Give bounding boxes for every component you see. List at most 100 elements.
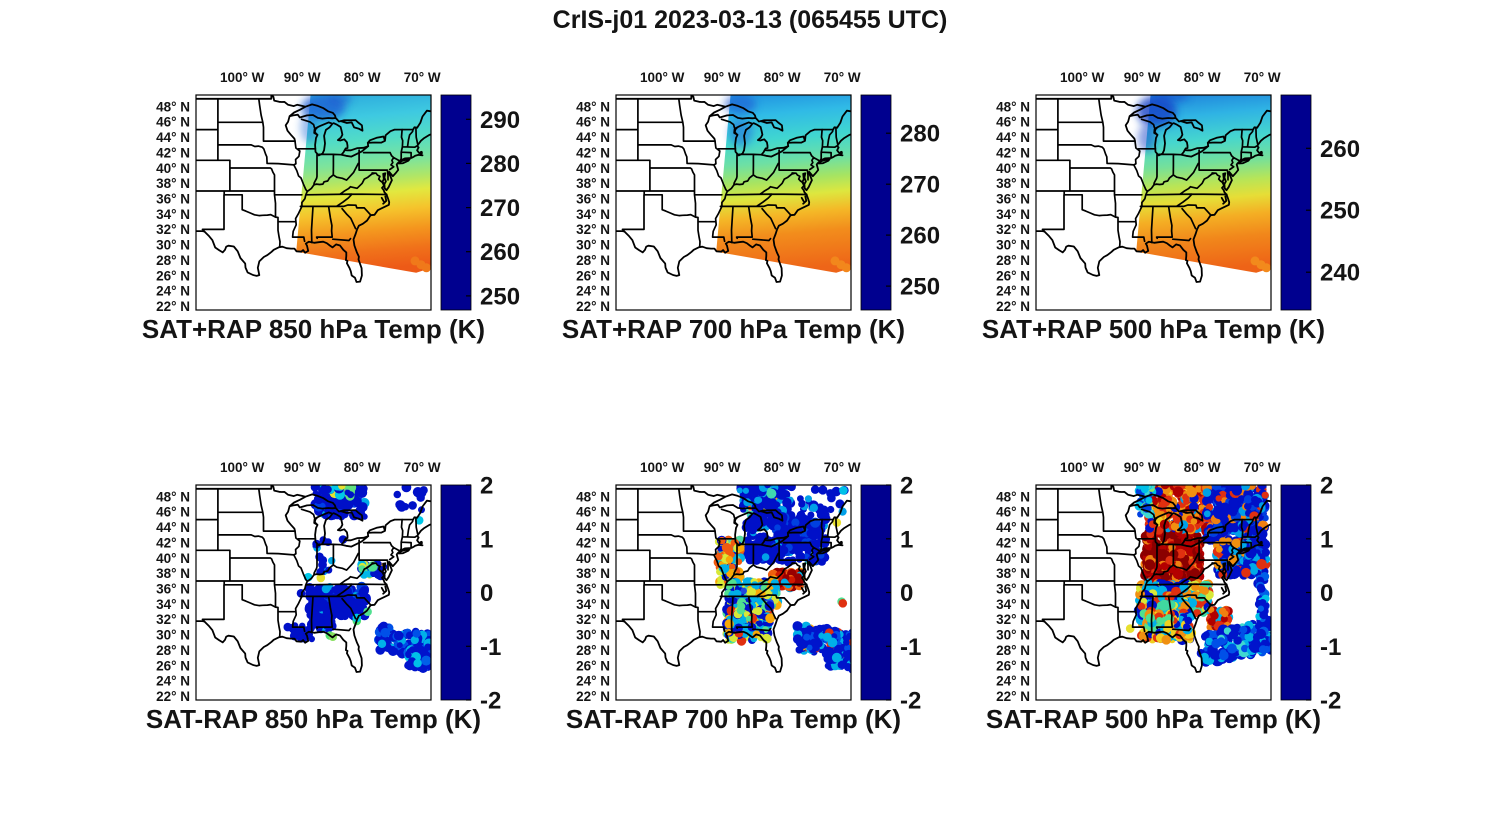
lat-tick-label: 40° N: [156, 161, 190, 176]
lat-tick-label: 28° N: [996, 643, 1030, 658]
map-outline-layer: [1036, 485, 1271, 673]
lat-tick-label: 22° N: [156, 299, 190, 314]
lat-tick-label: 44° N: [576, 520, 610, 535]
lat-tick-label: 26° N: [996, 268, 1030, 283]
colorbar-tick-label: -2: [480, 688, 501, 715]
colorbar-tick-label: 0: [480, 580, 493, 607]
lon-tick-label: 80° W: [344, 460, 381, 475]
lat-tick-label: 36° N: [156, 192, 190, 207]
lat-tick-label: 28° N: [156, 253, 190, 268]
lat-tick-label: 42° N: [156, 535, 190, 550]
lat-tick-label: 48° N: [156, 489, 190, 504]
data-layer: [716, 95, 851, 273]
lat-tick-label: 34° N: [576, 597, 610, 612]
colorbar-tick-label: 260: [480, 239, 520, 266]
lat-tick-label: 26° N: [156, 658, 190, 673]
lat-tick-label: 34° N: [156, 597, 190, 612]
lat-tick-label: 26° N: [156, 268, 190, 283]
lat-tick-label: 46° N: [156, 505, 190, 520]
lat-tick-label: 48° N: [996, 489, 1030, 504]
panel-title: SAT-RAP 700 hPa Temp (K): [566, 704, 901, 734]
lat-tick-label: 44° N: [156, 130, 190, 145]
lat-tick-label: 22° N: [996, 689, 1030, 704]
lat-tick-label: 38° N: [996, 176, 1030, 191]
colorbar: 290 280 270 260 250: [440, 94, 520, 311]
lon-tick-label: 90° W: [1124, 460, 1161, 475]
data-layer: [1136, 95, 1271, 273]
lon-tick-label: 100° W: [1060, 70, 1105, 85]
lat-tick-label: 40° N: [996, 551, 1030, 566]
map-outline-layer: [196, 485, 431, 673]
lat-tick-label: 34° N: [996, 597, 1030, 612]
panel-sat-plus-rap-850: 100° W 90° W 80° W 70° W 48° N 46° N 44° N 42° …: [126, 60, 546, 360]
lat-tick-label: 36° N: [996, 582, 1030, 597]
colorbar-tick-label: 0: [1320, 580, 1333, 607]
axes-frame: [195, 94, 432, 311]
lat-tick-label: 38° N: [996, 566, 1030, 581]
map-plot-sat-minus-rap-500: 100° W 90° W 80° W 70° W 48° N46° N44° N42° …: [986, 460, 1341, 734]
colorbar-tick-label: -1: [1320, 634, 1341, 661]
colorbar-gradient: [440, 94, 472, 311]
lon-tick-label: 90° W: [704, 460, 741, 475]
panel-sat-minus-rap-500: 100° W 90° W 80° W 70° W 48° N 46° N 44° N 42° …: [966, 450, 1386, 750]
colorbar-tick-label: -1: [480, 634, 501, 661]
data-layer: [296, 95, 431, 273]
colorbar-tick-label: 1: [1320, 526, 1333, 553]
lat-tick-label: 34° N: [996, 207, 1030, 222]
lat-tick-label: 28° N: [576, 643, 610, 658]
colorbar: 260 250 240: [1280, 94, 1360, 311]
lon-tick-label: 70° W: [404, 70, 441, 85]
lat-tick-label: 42° N: [576, 535, 610, 550]
panel-sat-minus-rap-850: 100° W 90° W 80° W 70° W 48° N 46° N 44° N 42° …: [126, 450, 546, 750]
lat-tick-label: 42° N: [576, 145, 610, 160]
lat-tick-label: 44° N: [576, 130, 610, 145]
lon-tick-label: 90° W: [704, 70, 741, 85]
lat-tick-label: 48° N: [156, 99, 190, 114]
lat-tick-label: 22° N: [996, 299, 1030, 314]
lat-tick-label: 48° N: [576, 489, 610, 504]
lat-tick-label: 34° N: [576, 207, 610, 222]
lon-tick-label: 80° W: [764, 70, 801, 85]
colorbar-tick-label: 270: [900, 172, 940, 199]
figure-title: CrIS-j01 2023-03-13 (065455 UTC): [552, 6, 948, 34]
colorbar: 280 270 260 250: [860, 94, 940, 311]
panel-title: SAT+RAP 700 hPa Temp (K): [562, 314, 905, 344]
colorbar-tick-label: 280: [900, 121, 940, 148]
lat-tick-label: 32° N: [996, 222, 1030, 237]
colorbar-gradient: [1280, 94, 1312, 311]
lat-tick-label: 26° N: [576, 268, 610, 283]
lat-tick-label: 36° N: [576, 192, 610, 207]
lat-tick-label: 42° N: [996, 535, 1030, 550]
lat-tick-label: 30° N: [156, 628, 190, 643]
panel-title: SAT+RAP 850 hPa Temp (K): [142, 314, 485, 344]
lat-tick-label: 48° N: [996, 99, 1030, 114]
lat-tick-label: 40° N: [576, 551, 610, 566]
lat-tick-label: 36° N: [996, 192, 1030, 207]
colorbar-tick-label: 270: [480, 195, 520, 222]
panel-title: SAT-RAP 850 hPa Temp (K): [146, 704, 481, 734]
colorbar-tick-label: 250: [1320, 198, 1360, 225]
lat-tick-label: 24° N: [996, 284, 1030, 299]
lat-tick-label: 40° N: [156, 551, 190, 566]
lon-tick-label: 80° W: [1184, 460, 1221, 475]
lon-tick-label: 90° W: [284, 70, 321, 85]
map-plot-sat-plus-rap-700: 100° W 90° W 80° W 70° W 48° N46° N44° N42° …: [562, 70, 940, 344]
panel-title: SAT+RAP 500 hPa Temp (K): [982, 314, 1325, 344]
panel-title: SAT-RAP 500 hPa Temp (K): [986, 704, 1321, 734]
lat-tick-label: 38° N: [576, 566, 610, 581]
map-plot-sat-minus-rap-700: 100° W 90° W 80° W 70° W 48° N46° N44° N42° …: [566, 460, 921, 734]
lat-tick-label: 30° N: [996, 238, 1030, 253]
data-layer: [713, 485, 851, 674]
lon-tick-label: 100° W: [220, 70, 265, 85]
scatter-layer: [1125, 485, 1271, 667]
colorbar-tick-label: -2: [900, 688, 921, 715]
colorbar: 2 1 0 -1 -2: [1280, 473, 1341, 715]
lat-tick-label: 24° N: [576, 674, 610, 689]
colorbar-tick-label: 0: [900, 580, 913, 607]
colorbar-tick-label: -1: [900, 634, 921, 661]
lon-tick-label: 90° W: [284, 460, 321, 475]
lat-tick-label: 28° N: [576, 253, 610, 268]
lon-tick-label: 70° W: [1244, 70, 1281, 85]
map-outline-layer: [196, 95, 431, 283]
map-plot-sat-plus-rap-500: 100° W 90° W 80° W 70° W 48° N46° N44° N42° …: [982, 70, 1360, 344]
